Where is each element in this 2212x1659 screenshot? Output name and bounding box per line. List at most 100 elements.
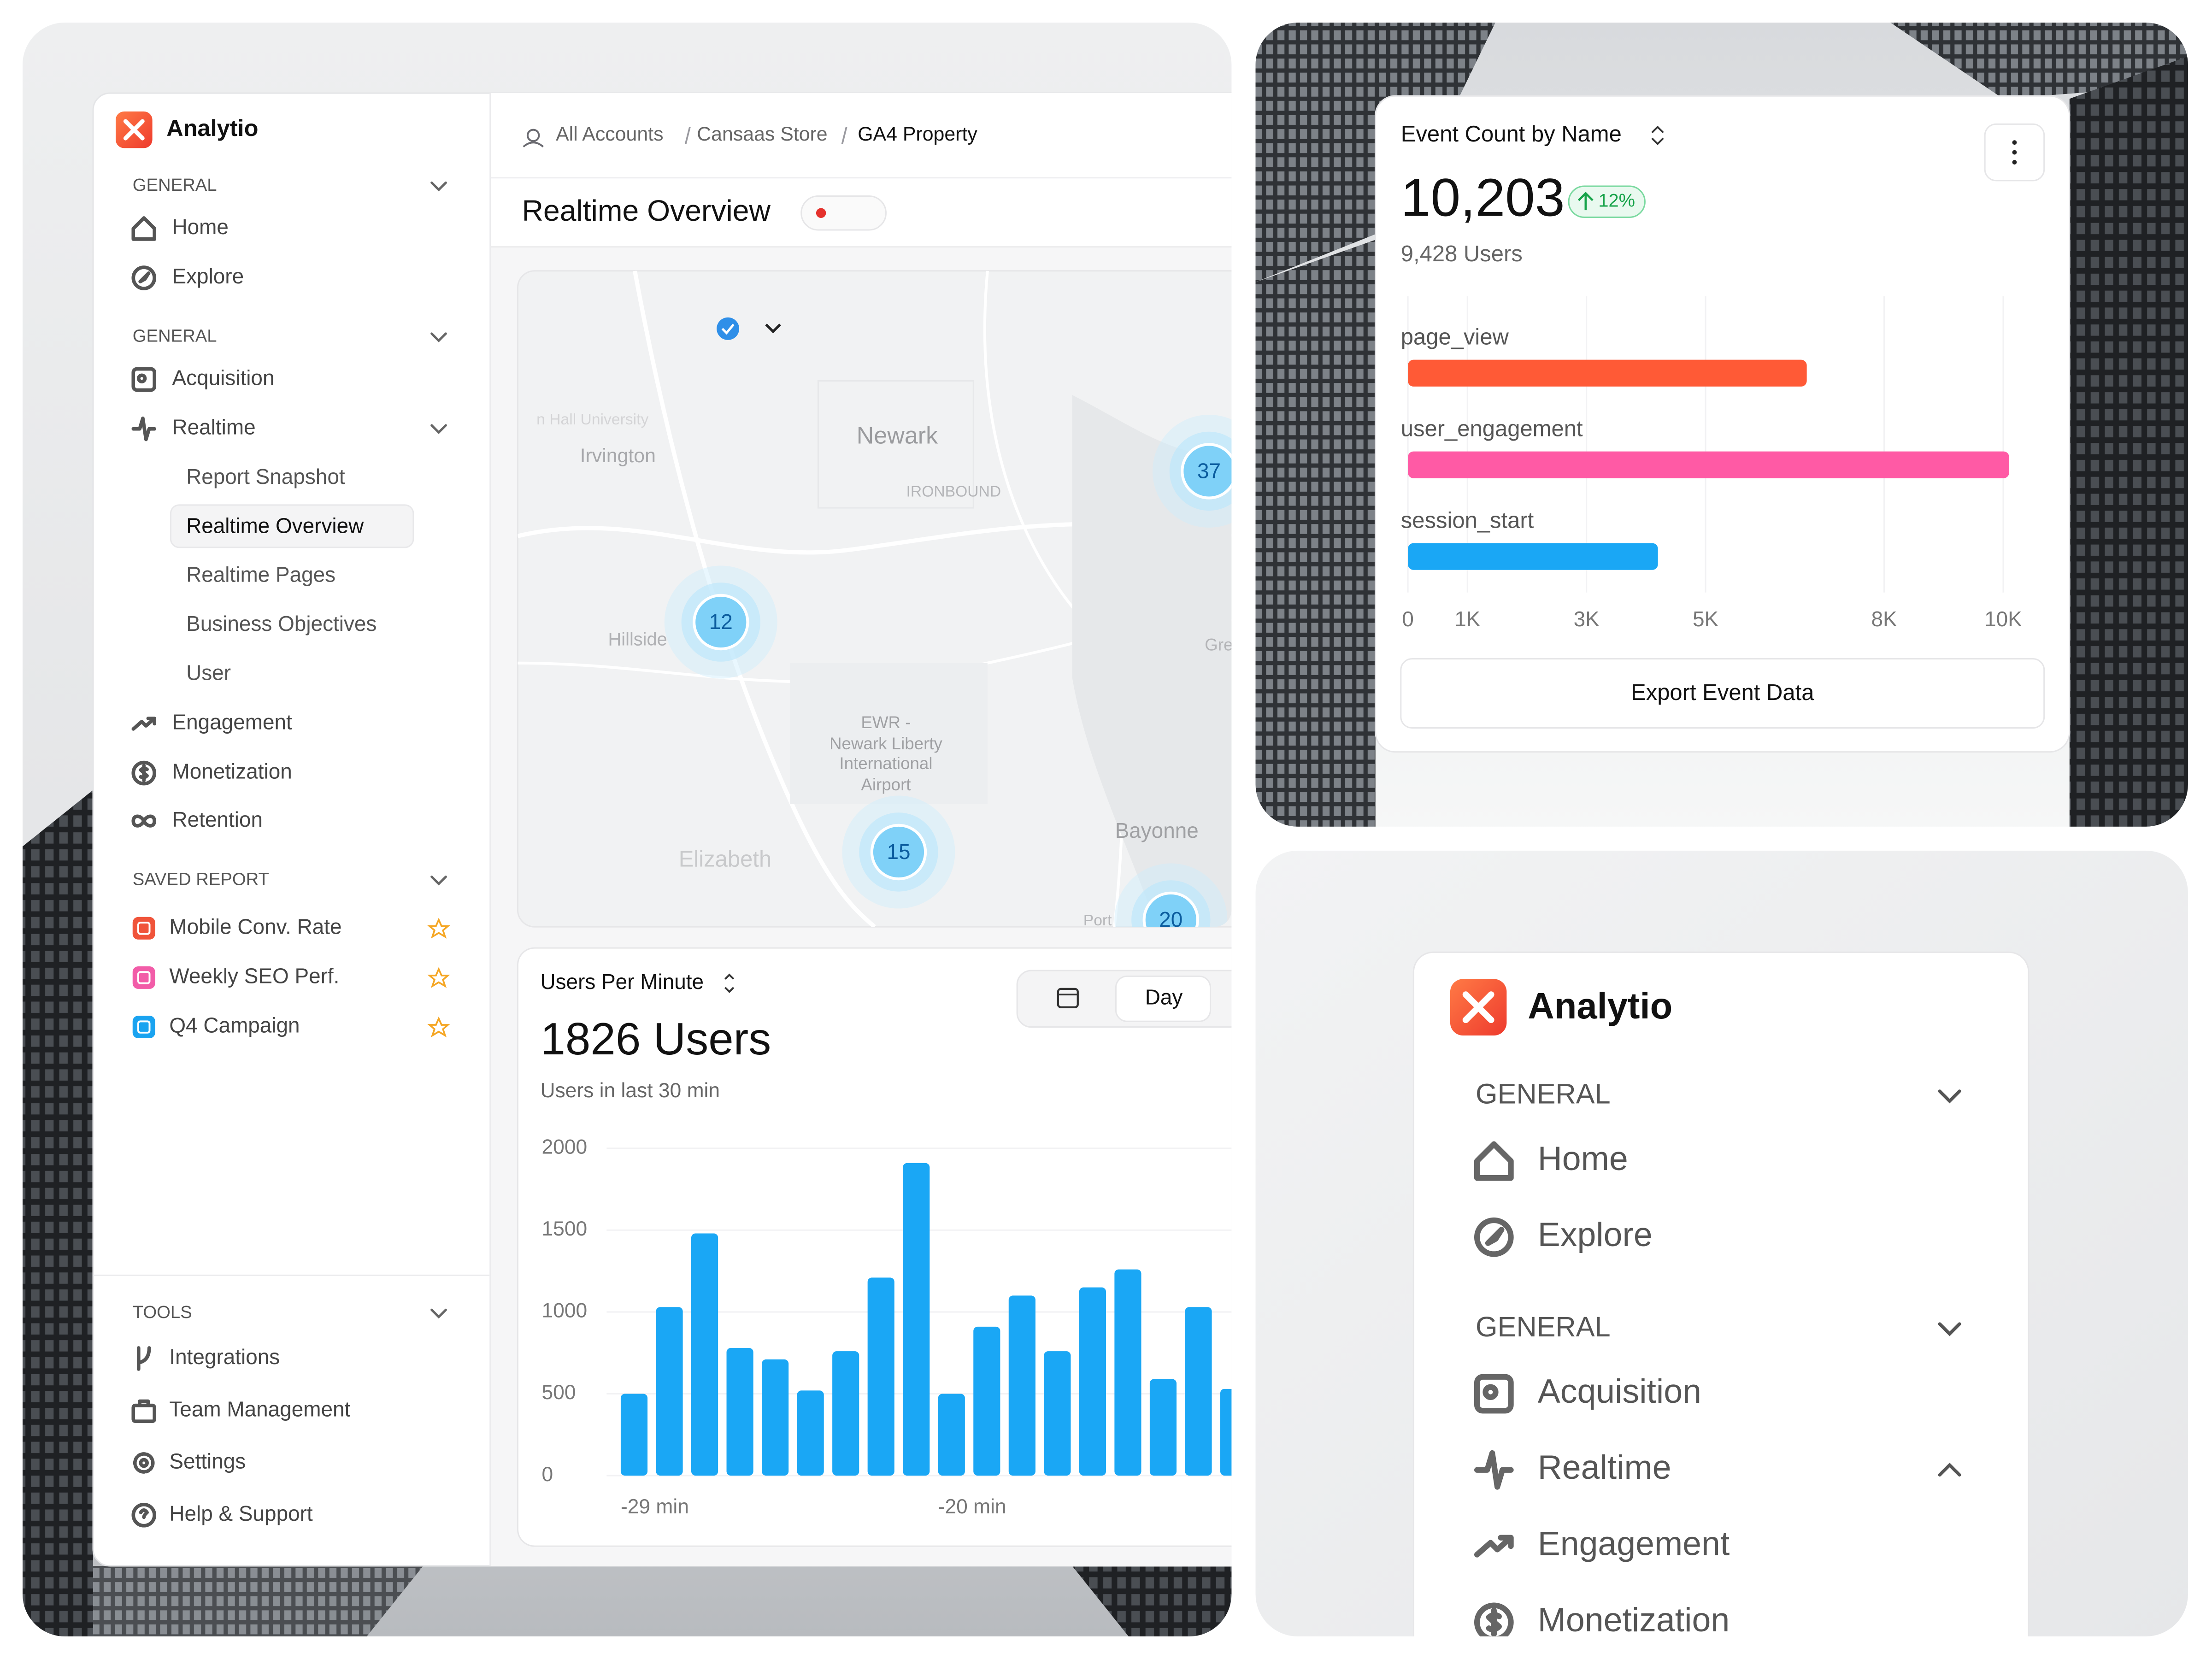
map-place: Newark Liberty xyxy=(830,734,943,753)
map-content: n Hall University Irvington Newark IRONBOUN… xyxy=(536,411,1235,947)
icon-integrations xyxy=(136,1346,151,1371)
bar xyxy=(938,1394,965,1476)
nav-item[interactable]: Realtime xyxy=(1538,1448,1671,1486)
chevron[interactable] xyxy=(430,181,447,192)
bar xyxy=(762,1359,789,1476)
bar xyxy=(973,1326,1000,1476)
left-card: Analytio GENERAL GENERAL SAVED REPORT TOOLS H… xyxy=(22,22,1235,1637)
nav-subitem[interactable]: Business Objectives xyxy=(186,612,377,635)
sort-icon xyxy=(1651,125,1664,146)
chevron[interactable] xyxy=(1938,1089,1961,1104)
subtitle: Users in last 30 min xyxy=(540,1079,720,1102)
icon-retention xyxy=(131,814,157,828)
x-tick-label: -20 min xyxy=(938,1495,1006,1518)
period-label[interactable]: Day xyxy=(1145,985,1183,1009)
breadcrumb-separator xyxy=(684,127,691,144)
chevron[interactable] xyxy=(430,332,447,342)
nav-item[interactable]: Team Management xyxy=(169,1397,350,1421)
verified-badge xyxy=(717,317,740,340)
cluster-count[interactable]: 20 xyxy=(1159,907,1182,931)
nav-item[interactable]: Settings xyxy=(169,1449,246,1473)
nav-item[interactable]: Help & Support xyxy=(169,1501,313,1525)
map-place: Hillside xyxy=(608,629,667,649)
bar xyxy=(903,1163,930,1476)
chevron[interactable] xyxy=(1938,1463,1961,1477)
nav-item[interactable]: Home xyxy=(1538,1139,1628,1177)
building xyxy=(2069,56,2188,827)
saved-report[interactable]: Weekly SEO Perf. xyxy=(169,964,339,988)
button-label[interactable]: Export Event Data xyxy=(1631,680,1814,705)
nav-item[interactable]: Realtime xyxy=(172,415,255,439)
chevron[interactable] xyxy=(430,424,447,434)
account-icon xyxy=(526,129,540,142)
saved-report[interactable]: Q4 Campaign xyxy=(169,1013,300,1037)
icon-acquisition xyxy=(1483,1384,1499,1400)
nav-item[interactable]: Monetization xyxy=(1538,1600,1730,1639)
live-badge xyxy=(800,195,887,231)
group-title: GENERAL xyxy=(1476,1311,1611,1342)
icon-engagement xyxy=(131,717,157,731)
nav-item[interactable]: Acquisition xyxy=(172,366,274,390)
icon-home xyxy=(1474,1141,1514,1181)
nav-item[interactable]: Explore xyxy=(172,264,244,288)
saved-report[interactable]: Mobile Conv. Rate xyxy=(169,914,341,938)
export-button[interactable] xyxy=(1400,658,2045,729)
building xyxy=(1255,240,1376,827)
x-tick-label: 1K xyxy=(1454,607,1481,631)
cluster-count[interactable]: 37 xyxy=(1197,459,1221,483)
nav-subitem[interactable]: User xyxy=(186,660,231,684)
bar xyxy=(832,1351,859,1476)
cluster[interactable] xyxy=(1142,891,1200,947)
nav-item[interactable]: Retention xyxy=(172,807,263,831)
y-tick-label: 1000 xyxy=(542,1300,588,1322)
nav-subitem[interactable]: Report Snapshot xyxy=(186,465,345,488)
star[interactable] xyxy=(427,1016,450,1038)
nav-item[interactable]: Engagement xyxy=(1538,1524,1730,1563)
nav-item[interactable]: Engagement xyxy=(172,710,292,734)
event-card xyxy=(1375,95,2071,753)
breadcrumb[interactable]: All Accounts xyxy=(556,123,663,145)
icon-acquisition xyxy=(1474,1374,1514,1414)
star[interactable] xyxy=(427,967,450,988)
chevron[interactable] xyxy=(430,1308,447,1319)
report-icon-inner xyxy=(137,971,151,984)
zoom-content: Analytio GENERAL GENERAL Home Explore Acquisi… xyxy=(1474,985,1961,1639)
nav-item[interactable]: Acquisition xyxy=(1538,1372,1701,1410)
nav-item[interactable]: Explore xyxy=(1538,1215,1653,1253)
cluster[interactable] xyxy=(693,594,749,651)
period-option[interactable] xyxy=(1115,975,1212,1022)
x-tick-label: -29 min xyxy=(621,1495,689,1518)
breadcrumb[interactable]: Cansaas Store xyxy=(697,123,827,145)
icon-team xyxy=(131,1403,157,1424)
report-icon xyxy=(132,966,155,989)
cluster[interactable] xyxy=(870,824,927,881)
cluster-count[interactable]: 12 xyxy=(709,610,733,634)
block xyxy=(817,380,974,509)
map-place: Elizabeth xyxy=(679,847,771,871)
star[interactable] xyxy=(427,918,450,939)
nav-subitem[interactable]: Realtime Overview xyxy=(186,513,364,537)
report-icon xyxy=(132,917,155,940)
breadcrumb[interactable]: GA4 Property xyxy=(858,123,977,145)
icon-acquisition xyxy=(136,373,147,383)
bar xyxy=(1114,1269,1141,1476)
bar xyxy=(1149,1379,1177,1476)
nav-item[interactable]: Home xyxy=(172,215,228,239)
main-clip: n Hall University Irvington Newark IRONBOUN… xyxy=(517,127,1235,1547)
icon-explore xyxy=(138,271,151,283)
nav-subitem[interactable]: Realtime Pages xyxy=(186,563,335,587)
building xyxy=(22,790,94,1637)
icon-monetization xyxy=(131,760,157,786)
icon-home xyxy=(131,216,157,241)
icon-monetization xyxy=(1474,1602,1514,1637)
chevron[interactable] xyxy=(430,875,447,886)
cluster-count[interactable]: 15 xyxy=(887,840,910,864)
group-title: GENERAL xyxy=(133,175,217,195)
calendar-icon[interactable] xyxy=(1057,988,1079,1008)
cluster[interactable] xyxy=(1181,443,1235,500)
nav-item[interactable]: Monetization xyxy=(172,759,292,783)
chevron[interactable] xyxy=(1938,1322,1961,1336)
airport xyxy=(790,663,988,804)
nav-item[interactable]: Integrations xyxy=(169,1345,280,1369)
